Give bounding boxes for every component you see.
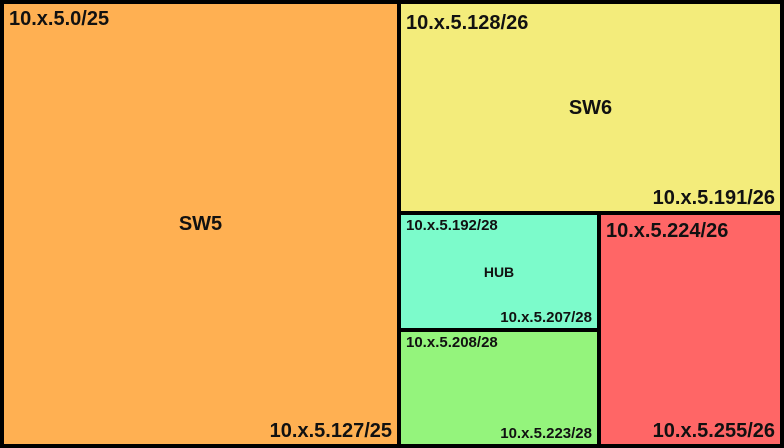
subnet-start-address: 10.x.5.192/28 bbox=[406, 217, 498, 234]
subnet-start-address: 10.x.5.224/26 bbox=[606, 220, 729, 242]
subnet-end-address: 10.x.5.223/28 bbox=[500, 425, 592, 442]
subnet-device-name: SW5 bbox=[178, 213, 223, 235]
subnet-end-address: 10.x.5.191/26 bbox=[652, 187, 775, 209]
subnet-block-sw5[interactable]: 10.x.5.0/25 SW5 10.x.5.127/25 bbox=[0, 0, 401, 448]
subnet-device-name: SW6 bbox=[568, 96, 613, 119]
subnet-end-address: 10.x.5.207/28 bbox=[500, 309, 592, 326]
subnet-block-sw6[interactable]: 10.x.5.128/26 SW6 10.x.5.191/26 bbox=[397, 0, 784, 215]
subnet-start-address: 10.x.5.0/25 bbox=[9, 8, 110, 30]
subnet-block-224[interactable]: 10.x.5.224/26 10.x.5.255/26 bbox=[597, 211, 784, 448]
subnet-block-hub[interactable]: 10.x.5.192/28 HUB 10.x.5.207/28 bbox=[397, 211, 601, 332]
subnet-block-208[interactable]: 10.x.5.208/28 10.x.5.223/28 bbox=[397, 328, 601, 448]
subnet-end-address: 10.x.5.255/26 bbox=[652, 420, 775, 442]
subnet-start-address: 10.x.5.208/28 bbox=[406, 334, 498, 351]
subnet-device-name: HUB bbox=[483, 263, 515, 280]
subnet-end-address: 10.x.5.127/25 bbox=[269, 420, 392, 442]
subnet-start-address: 10.x.5.128/26 bbox=[406, 12, 529, 34]
